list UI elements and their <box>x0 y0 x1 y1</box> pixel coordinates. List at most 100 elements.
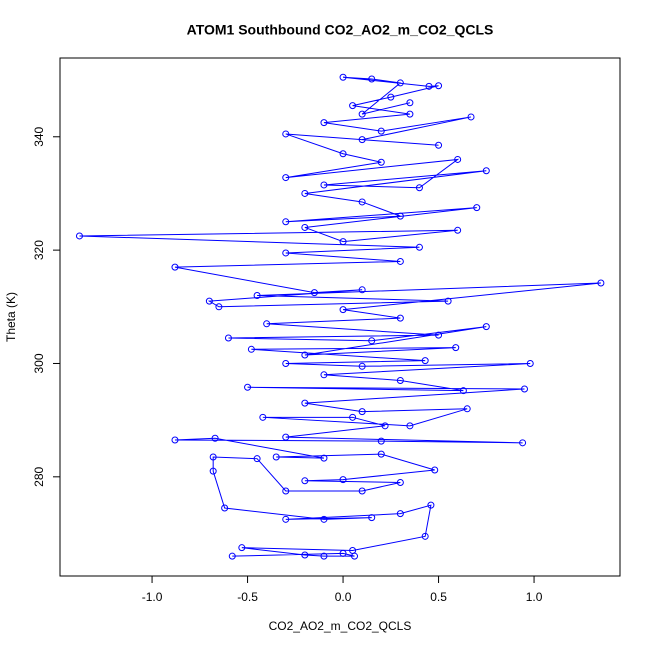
data-point <box>597 279 605 287</box>
data-point <box>415 243 423 251</box>
data-point <box>263 320 271 328</box>
data-point <box>463 405 471 413</box>
data-point <box>171 263 179 271</box>
data-point <box>358 408 366 416</box>
data-point <box>339 238 347 246</box>
data-point <box>482 323 490 331</box>
data-point <box>282 433 290 441</box>
data-point <box>377 127 385 135</box>
data-point <box>253 455 261 463</box>
data-point <box>387 93 395 101</box>
data-point <box>339 549 347 557</box>
data-point <box>349 413 357 421</box>
data-point <box>320 454 328 462</box>
data-point <box>467 113 475 121</box>
chart-title: ATOM1 Southbound CO2_AO2_m_CO2_QCLS <box>187 22 494 38</box>
data-point <box>224 334 232 342</box>
y-axis-label: Theta (K) <box>4 292 18 342</box>
data-point <box>435 82 443 90</box>
data-point <box>259 413 267 421</box>
data-point <box>310 289 318 297</box>
data-point <box>282 218 290 226</box>
data-point <box>209 453 217 461</box>
data-point <box>339 476 347 484</box>
data-point <box>349 102 357 110</box>
data-point <box>301 223 309 231</box>
data-point <box>358 487 366 495</box>
data-point <box>406 422 414 430</box>
data-point <box>320 371 328 379</box>
data-point <box>435 141 443 149</box>
data-point <box>339 73 347 81</box>
data-point <box>452 344 460 352</box>
data-point <box>396 478 404 486</box>
data-point <box>368 337 376 345</box>
data-point <box>320 181 328 189</box>
data-point <box>320 515 328 523</box>
y-tick-label: 280 <box>32 466 46 486</box>
data-point <box>396 212 404 220</box>
data-point <box>421 532 429 540</box>
data-point <box>358 110 366 118</box>
data-point <box>482 167 490 175</box>
data-point <box>301 477 309 485</box>
x-tick-label: 1.0 <box>526 590 543 604</box>
data-point <box>454 155 462 163</box>
data-point <box>421 357 429 365</box>
data-point <box>211 434 219 442</box>
data-point <box>253 291 261 299</box>
data-point <box>396 510 404 518</box>
data-point <box>282 174 290 182</box>
data-point <box>221 504 229 512</box>
data-point <box>368 75 376 83</box>
data-point <box>215 303 223 311</box>
data-point <box>435 331 443 339</box>
data-point <box>431 466 439 474</box>
data-point <box>358 286 366 294</box>
data-point <box>381 422 389 430</box>
data-point <box>396 257 404 265</box>
x-tick-label: -0.5 <box>237 590 258 604</box>
data-point <box>247 345 255 353</box>
data-point <box>75 232 83 240</box>
x-tick-label: 0.5 <box>430 590 447 604</box>
data-point <box>301 189 309 197</box>
data-point <box>473 204 481 212</box>
data-point <box>282 359 290 367</box>
data-point <box>521 385 529 393</box>
data-point <box>358 198 366 206</box>
data-point <box>282 249 290 257</box>
data-point <box>415 184 423 192</box>
data-point <box>396 376 404 384</box>
data-point <box>171 436 179 444</box>
data-point <box>396 79 404 87</box>
data-point <box>406 99 414 107</box>
data-point <box>444 297 452 305</box>
data-point <box>301 399 309 407</box>
data-point <box>519 439 527 447</box>
data-point <box>282 487 290 495</box>
data-point <box>339 150 347 158</box>
data-point <box>228 552 236 560</box>
plot-frame <box>59 57 621 577</box>
data-point <box>320 552 328 560</box>
data-point <box>396 314 404 322</box>
x-tick-label: -1.0 <box>142 590 163 604</box>
data-point <box>349 546 357 554</box>
data-point <box>454 226 462 234</box>
data-point <box>526 359 534 367</box>
data-point <box>358 362 366 370</box>
data-point <box>377 437 385 445</box>
data-point <box>377 158 385 166</box>
x-axis-label: CO2_AO2_m_CO2_QCLS <box>269 619 412 633</box>
data-point <box>358 136 366 144</box>
data-point <box>238 544 246 552</box>
series-line <box>79 76 601 557</box>
data-point <box>377 450 385 458</box>
y-tick-label: 320 <box>32 240 46 260</box>
data-point <box>427 501 435 509</box>
data-point <box>339 306 347 314</box>
data-point <box>301 351 309 359</box>
data-point <box>406 110 414 118</box>
